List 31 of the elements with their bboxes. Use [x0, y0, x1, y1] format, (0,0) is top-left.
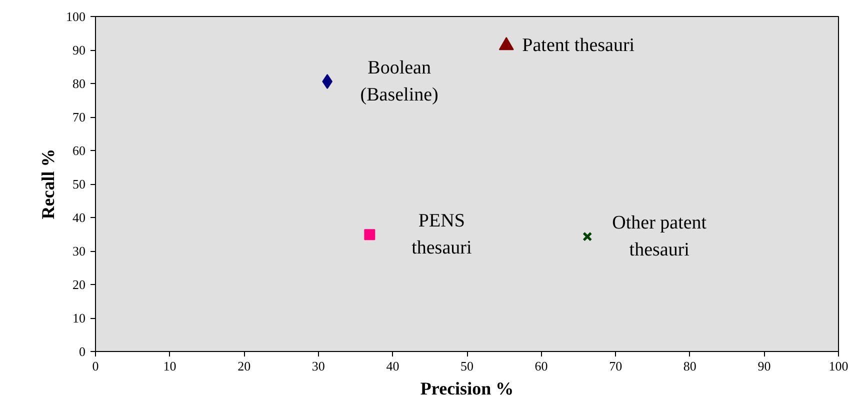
y-tick-label: 60: [72, 143, 86, 158]
y-tick-label: 90: [72, 42, 86, 58]
point: [498, 37, 514, 50]
y-axis-title: Recall %: [38, 148, 58, 220]
x-tick-label: 0: [92, 358, 99, 374]
point: [582, 232, 592, 242]
y-tick-label: 50: [72, 176, 86, 192]
x-tick-label: 80: [683, 358, 696, 374]
x-tick-label: 10: [163, 358, 176, 374]
x-tick-label: 100: [828, 358, 848, 374]
point: [364, 229, 376, 240]
series-label: Boolean (Baseline): [360, 57, 438, 106]
x-tick-label: 40: [386, 358, 400, 374]
x-tick-label: 20: [238, 358, 251, 374]
x-tick-label: 30: [312, 358, 325, 374]
y-tick-label: 100: [66, 9, 86, 24]
series-label: Other patent thesauri: [612, 212, 708, 261]
x-tick-label: 70: [609, 358, 622, 374]
series-label: Patent thesauri: [522, 35, 635, 56]
x-axis-title: Precision %: [420, 378, 514, 398]
y-tick-label: 10: [72, 310, 86, 326]
y-tick-label: 70: [72, 110, 86, 124]
y-tick-label: 30: [72, 244, 86, 258]
y-tick-label: 0: [79, 344, 86, 359]
x-tick-label: 50: [460, 358, 474, 374]
x-tick-label: 90: [758, 358, 771, 374]
y-tick-label: 80: [72, 76, 86, 91]
y-tick-label: 20: [72, 277, 86, 292]
x-tick-label: 60: [534, 358, 548, 374]
y-tick-label: 40: [72, 210, 86, 225]
series-label: PENS thesauri: [412, 210, 472, 259]
